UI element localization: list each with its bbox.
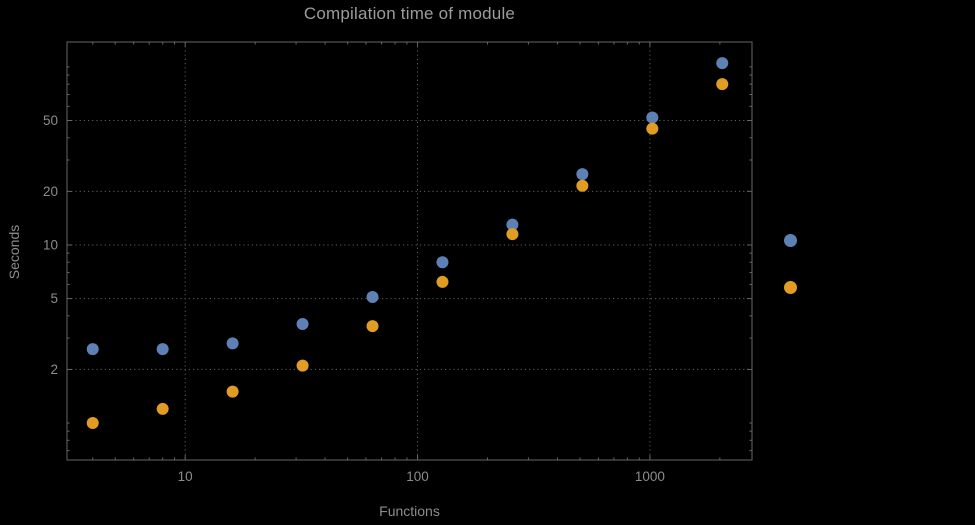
series-orange-point [576,179,589,192]
y-tick-label: 20 [43,184,58,199]
series-blue-point [156,343,169,356]
x-tick-label: 10 [178,469,193,484]
series-orange-point [716,78,729,91]
series-blue-point [296,317,309,330]
series-blue-point [576,168,589,181]
chart-title: Compilation time of module [303,4,516,23]
x-axis-label: Functions [379,503,440,519]
y-tick-label: 10 [43,237,58,252]
y-tick-label: 50 [43,113,58,128]
y-tick-label: 2 [50,362,58,377]
series-orange-point [506,228,519,241]
series-blue-point [86,343,99,356]
series-orange-point [86,417,99,430]
plot-frame [66,41,753,461]
series-orange-point [436,275,449,288]
series-orange-point [226,385,239,398]
series-orange-point [646,122,659,135]
series-orange-point [296,359,309,372]
x-tick-label: 100 [406,469,429,484]
series-blue-point [646,111,659,124]
x-tick-label: 1000 [635,469,665,484]
legend-marker-blue [784,234,797,247]
y-axis-label: Seconds [6,224,22,280]
series-orange-point [366,320,379,333]
legend-marker-orange [784,281,797,294]
y-tick-label: 5 [50,291,58,306]
series-blue-point [506,218,519,231]
series-blue-point [716,57,729,70]
series-blue-point [436,256,449,269]
series-orange-point [156,402,169,415]
series-blue-point [366,291,379,304]
series-blue-point [226,337,239,350]
